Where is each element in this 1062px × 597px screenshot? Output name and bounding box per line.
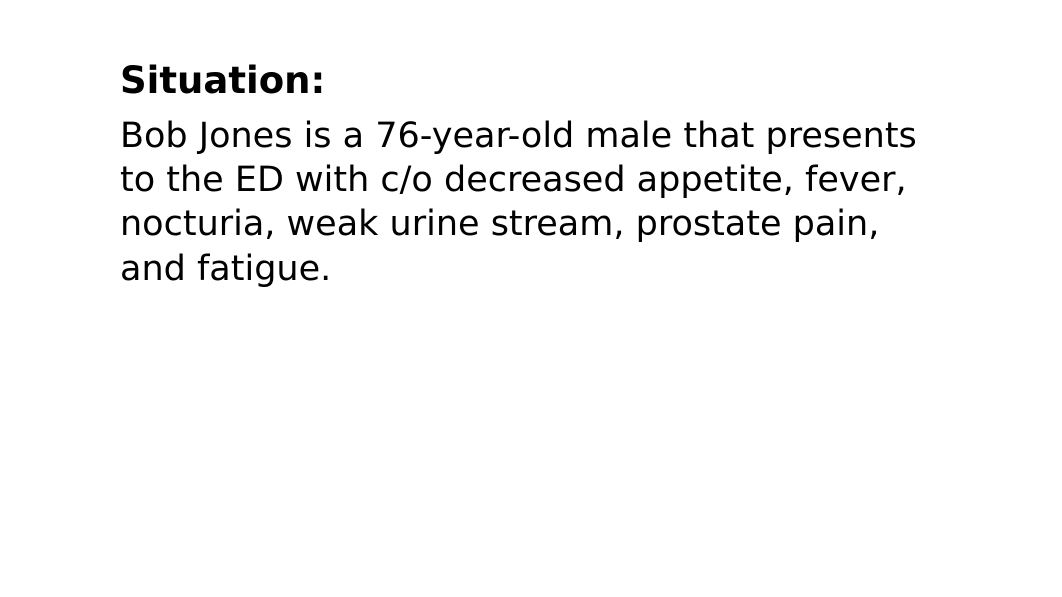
slide: Situation: Bob Jones is a 76-year-old ma… — [0, 0, 1062, 597]
section-heading: Situation: — [120, 58, 942, 104]
section-body: Bob Jones is a 76-year-old male that pre… — [120, 114, 940, 290]
